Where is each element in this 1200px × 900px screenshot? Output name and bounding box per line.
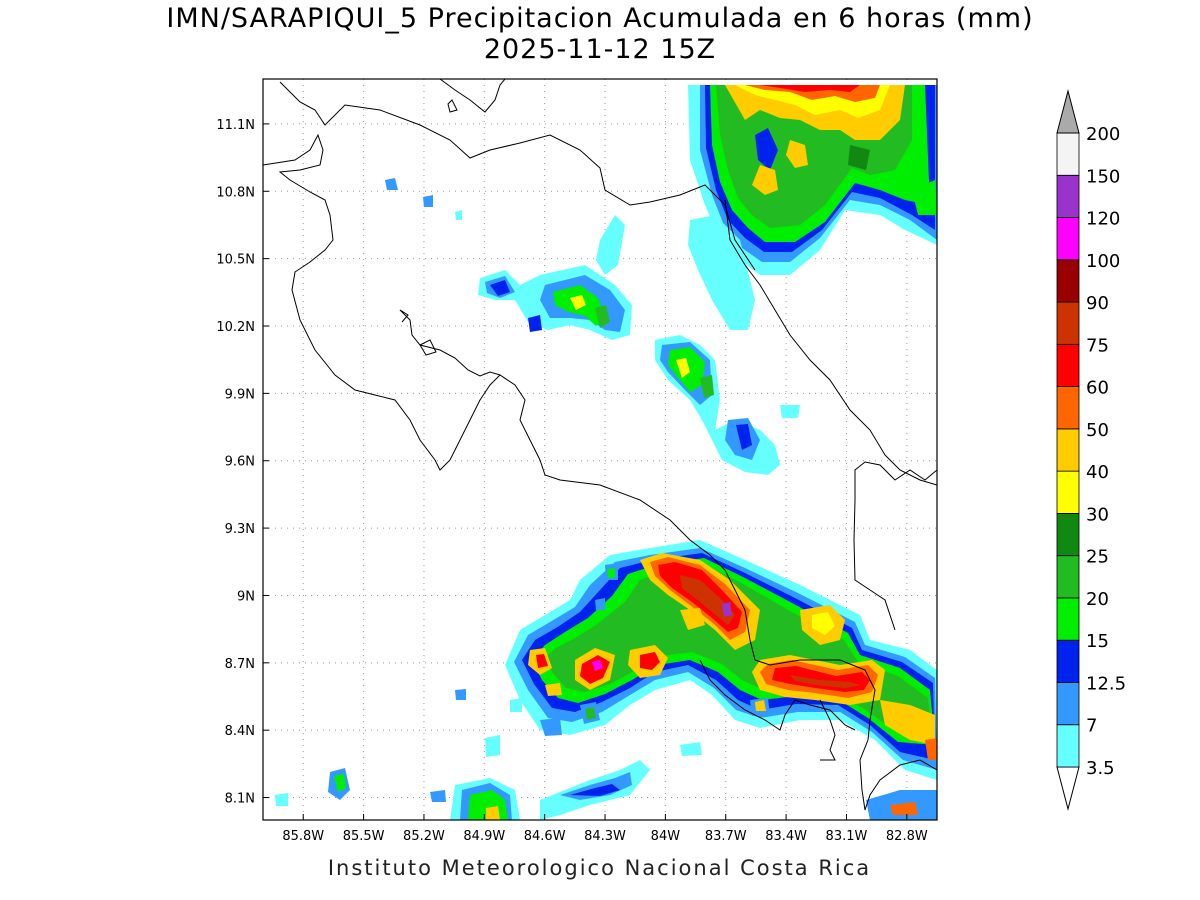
colorbar-box	[1056, 682, 1080, 726]
colorbar-box	[1056, 597, 1080, 641]
lon-tick-label: 84.3W	[584, 829, 626, 844]
nicoya-peninsula-tip	[399, 309, 409, 323]
colorbar-box	[1056, 724, 1080, 768]
lat-tick-label: 10.5N	[216, 253, 255, 268]
rain-cells-southwest	[275, 735, 937, 820]
colorbar-label: 40	[1086, 462, 1109, 483]
ometepe-island	[447, 99, 458, 113]
colorbar-label: 100	[1086, 251, 1120, 272]
map-datetime: 2025-11-12 15Z	[483, 34, 717, 65]
panama-coast	[859, 739, 937, 811]
colorbar-label: 20	[1086, 589, 1109, 610]
colorbar-box	[1056, 555, 1080, 599]
precipitation-field	[275, 85, 937, 820]
rain-cell-pacific-south	[455, 540, 937, 780]
colorbar-label: 12.5	[1086, 673, 1126, 694]
colorbar-label: 150	[1086, 166, 1120, 187]
lon-tick-label: 82.8W	[886, 829, 928, 844]
map-frame	[262, 78, 938, 821]
nicaragua-lake-shore	[279, 81, 756, 271]
map-title: IMN/SARAPIQUI_5 Precipitacion Acumulada …	[166, 3, 1034, 34]
lat-tick-label: 9.3N	[225, 522, 255, 537]
rain-cells-central	[385, 178, 800, 475]
rain-cell-caribbean-north	[688, 85, 937, 275]
colorbar-legend: 3.5 7 12.5 15 20 25 30 40 50 60 75 90 100 120 150 200	[1056, 89, 1126, 811]
colorbar-box	[1056, 513, 1080, 557]
lon-tick-label: 85.8W	[282, 829, 324, 844]
lake-north-shore	[439, 79, 506, 113]
lat-tick-label: 8.1N	[225, 792, 255, 807]
lon-tick-label: 85.5W	[343, 829, 385, 844]
colorbar-label: 200	[1086, 124, 1120, 145]
colorbar-box	[1056, 132, 1080, 176]
lat-tick-label: 9.6N	[225, 455, 255, 470]
lon-tick-label: 83.4W	[765, 829, 807, 844]
colorbar-box	[1056, 217, 1080, 261]
lon-tick-label: 83.7W	[705, 829, 747, 844]
panama-north-coast	[853, 499, 896, 631]
colorbar-over-triangle	[1056, 89, 1080, 134]
lon-tick-label: 84W	[651, 829, 681, 844]
colorbar-box	[1056, 174, 1080, 218]
colorbar-label: 60	[1086, 378, 1109, 399]
colorbar-box	[1056, 343, 1080, 388]
panama-border	[819, 699, 836, 761]
colorbar-label: 50	[1086, 420, 1109, 441]
latitude-axis: 11.1N 10.8N 10.5N 10.2N 9.9N 9.6N 9.3N 9N 8.7N 8.…	[216, 118, 269, 807]
caribbean-coast	[724, 199, 937, 486]
lon-tick-label: 84.9W	[463, 829, 505, 844]
lon-tick-label: 85.2W	[403, 829, 445, 844]
coastlines	[263, 79, 937, 811]
credit-footer: Instituto Meteorologico Nacional Costa R…	[327, 856, 872, 880]
gulf-nicoya-west	[399, 309, 876, 741]
colorbar-label: 75	[1086, 335, 1109, 356]
pacific-coast-south	[699, 659, 856, 731]
nicoya-island	[419, 339, 437, 356]
northwest-coast	[263, 133, 501, 471]
lat-tick-label: 10.8N	[216, 185, 255, 200]
bocas-coast	[854, 461, 937, 500]
colorbar-box	[1056, 386, 1080, 430]
colorbar-label: 30	[1086, 504, 1109, 525]
colorbar-label: 25	[1086, 547, 1109, 568]
lat-tick-label: 8.4N	[225, 724, 255, 739]
longitude-axis: 85.8W 85.5W 85.2W 84.9W 84.6W 84.3W 84W 83.7W 83…	[282, 814, 928, 844]
colorbar-box	[1056, 428, 1080, 472]
lat-tick-label: 10.2N	[216, 320, 255, 335]
lat-tick-label: 8.7N	[225, 657, 255, 672]
colorbar-box	[1056, 470, 1080, 514]
lon-tick-label: 84.6W	[524, 829, 566, 844]
colorbar-label: 15	[1086, 631, 1109, 652]
colorbar-box	[1056, 301, 1080, 345]
colorbar-box	[1056, 639, 1080, 683]
lat-tick-label: 9.9N	[225, 387, 255, 402]
colorbar-label: 90	[1086, 293, 1109, 314]
lon-tick-label: 83.1W	[826, 829, 868, 844]
colorbar-under-triangle	[1056, 766, 1080, 811]
lat-tick-label: 11.1N	[216, 118, 255, 133]
colorbar-label: 7	[1086, 716, 1097, 737]
colorbar-label: 3.5	[1086, 758, 1115, 779]
lat-tick-label: 9N	[237, 589, 255, 604]
colorbar-box	[1056, 259, 1080, 303]
colorbar-label: 120	[1086, 209, 1120, 230]
